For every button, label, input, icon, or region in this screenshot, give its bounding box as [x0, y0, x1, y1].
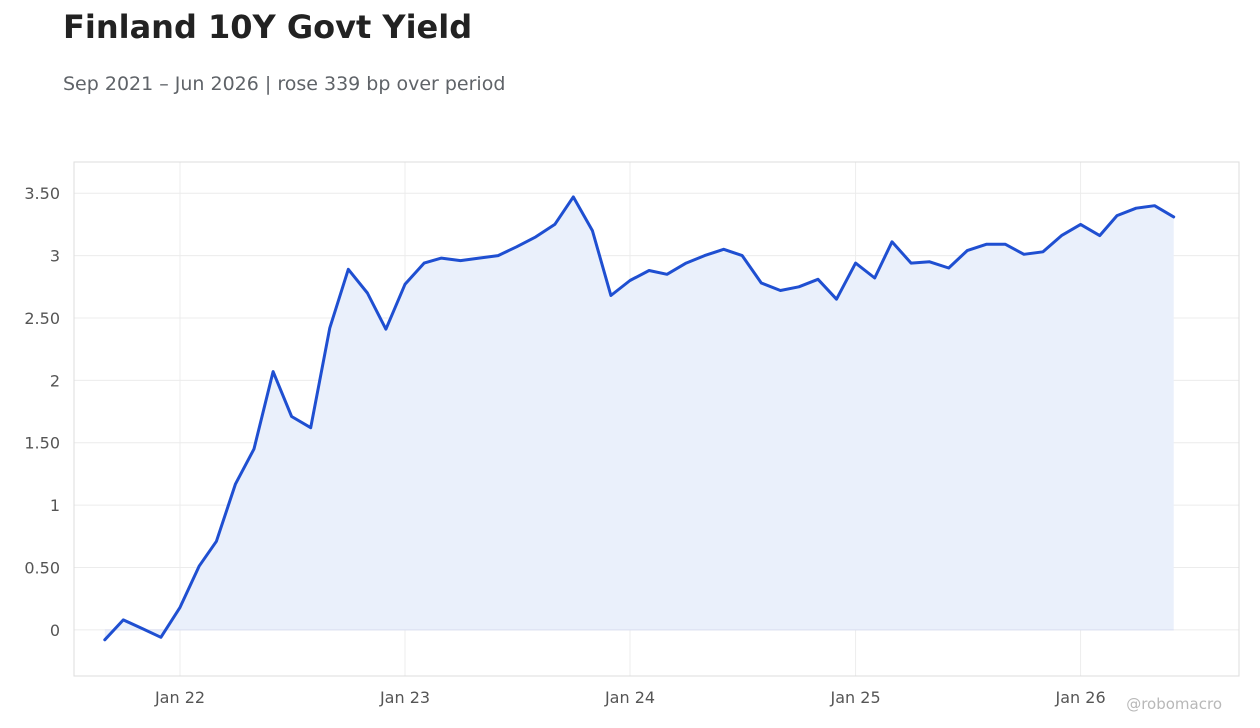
line-layer: [103, 195, 1176, 642]
x-axis-ticks: Jan 22 Jan 23 Jan 24 Jan 25 Jan 26: [154, 688, 1106, 707]
y-tick-label: 2: [50, 371, 60, 390]
area-fill: [104, 196, 1174, 640]
y-tick-label: 0: [50, 621, 60, 640]
y-axis-ticks: 0 0.50 1 1.50 2 2.50 3 3.50: [24, 184, 60, 640]
watermark: @robomacro: [1126, 695, 1222, 713]
chart-title: Finland 10Y Govt Yield: [63, 8, 473, 46]
series-line: [103, 195, 1176, 642]
x-tick-label: Jan 25: [830, 688, 881, 707]
x-tick-label: Jan 22: [154, 688, 205, 707]
y-tick-label: 2.50: [24, 309, 60, 328]
chart-subtitle: Sep 2021 – Jun 2026 | rose 339 bp over p…: [63, 73, 506, 95]
y-tick-label: 3.50: [24, 184, 60, 203]
y-tick-label: 1: [50, 496, 60, 515]
area-layer: [104, 196, 1174, 640]
x-tick-label: Jan 26: [1055, 688, 1106, 707]
y-tick-label: 3: [50, 247, 60, 266]
frame-layer: [73, 161, 1240, 677]
plot-frame: [73, 161, 1240, 677]
y-tick-label: 0.50: [24, 558, 60, 577]
x-tick-label: Jan 24: [604, 688, 655, 707]
y-tick-label: 1.50: [24, 434, 60, 453]
x-tick-label: Jan 23: [379, 688, 430, 707]
